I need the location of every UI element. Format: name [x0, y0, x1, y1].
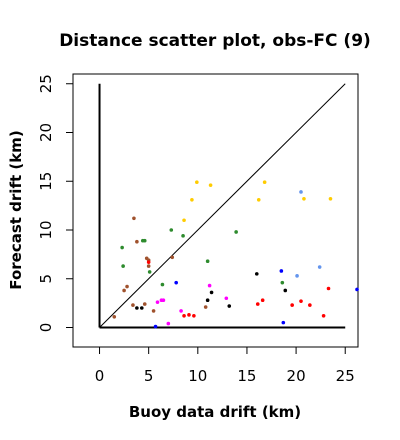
data-point — [207, 283, 212, 288]
data-point — [181, 234, 185, 238]
data-point — [122, 288, 126, 293]
data-point — [121, 264, 125, 268]
data-point — [203, 305, 208, 309]
data-point — [328, 197, 333, 201]
data-point — [308, 303, 312, 307]
data-point — [161, 298, 166, 303]
x-axis-label: Buoy data drift (km) — [129, 403, 301, 421]
data-point — [142, 302, 147, 306]
x-tick-label: 0 — [95, 367, 105, 385]
data-point — [174, 280, 178, 285]
data-point — [195, 180, 199, 185]
data-point — [234, 230, 238, 234]
y-tick-label: 5 — [37, 274, 55, 284]
data-point — [135, 239, 139, 244]
x-tick-label: 20 — [287, 367, 306, 385]
data-point — [151, 309, 156, 313]
plot-frame — [72, 73, 359, 348]
data-point — [299, 190, 303, 194]
data-point — [205, 259, 210, 264]
chart-title: Distance scatter plot, obs-FC (9) — [59, 31, 371, 51]
y-tick-label: 15 — [37, 172, 55, 191]
data-point — [166, 321, 171, 326]
data-point — [355, 287, 359, 292]
data-point — [147, 270, 152, 274]
x-tick-label: 10 — [188, 367, 207, 385]
data-point — [224, 296, 229, 301]
data-point — [112, 314, 117, 319]
data-points — [112, 180, 359, 329]
data-point — [182, 218, 186, 223]
data-point — [281, 320, 286, 325]
data-point — [299, 299, 303, 303]
y-tick-label: 10 — [37, 220, 55, 239]
data-point — [280, 280, 285, 285]
data-point — [295, 274, 299, 278]
data-point — [146, 260, 151, 264]
data-point — [170, 255, 175, 260]
x-tick-label: 15 — [237, 367, 256, 385]
data-point — [142, 238, 147, 243]
data-point — [135, 306, 139, 310]
reference-lines — [98, 83, 346, 329]
data-point — [283, 288, 288, 293]
x-axis: 0 5 10 15 20 25 — [95, 346, 355, 385]
data-point — [153, 324, 158, 329]
y-tick-label: 25 — [37, 74, 55, 93]
y-tick-label: 0 — [37, 323, 55, 333]
data-point — [326, 286, 331, 291]
data-point — [179, 309, 183, 313]
data-point — [139, 306, 144, 310]
data-point — [132, 216, 136, 221]
data-point — [317, 265, 322, 269]
data-point — [209, 290, 214, 295]
data-point — [321, 314, 326, 318]
data-point — [256, 197, 261, 202]
data-point — [208, 183, 213, 187]
data-point — [190, 197, 194, 202]
y-axis: 0 5 10 15 20 25 — [37, 74, 74, 333]
data-point — [125, 284, 129, 289]
data-point — [290, 303, 294, 307]
data-point — [205, 298, 210, 303]
data-point — [120, 245, 124, 250]
data-point — [302, 197, 306, 201]
data-point — [155, 300, 160, 304]
y-axis-label: Forecast drift (km) — [7, 130, 25, 289]
data-point — [192, 314, 196, 318]
data-point — [262, 180, 267, 185]
y-tick-label: 20 — [37, 123, 55, 142]
data-point — [187, 313, 191, 317]
data-point — [131, 303, 135, 307]
x-tick-label: 5 — [144, 367, 154, 385]
data-point — [279, 269, 284, 273]
data-point — [182, 314, 186, 318]
data-point — [160, 282, 165, 287]
data-point — [227, 304, 232, 308]
data-point — [169, 228, 174, 232]
data-point — [254, 272, 259, 276]
data-point — [255, 302, 260, 306]
x-tick-label: 25 — [336, 367, 355, 385]
data-point — [260, 298, 265, 303]
data-point — [146, 264, 151, 268]
identity-line — [99, 83, 346, 328]
